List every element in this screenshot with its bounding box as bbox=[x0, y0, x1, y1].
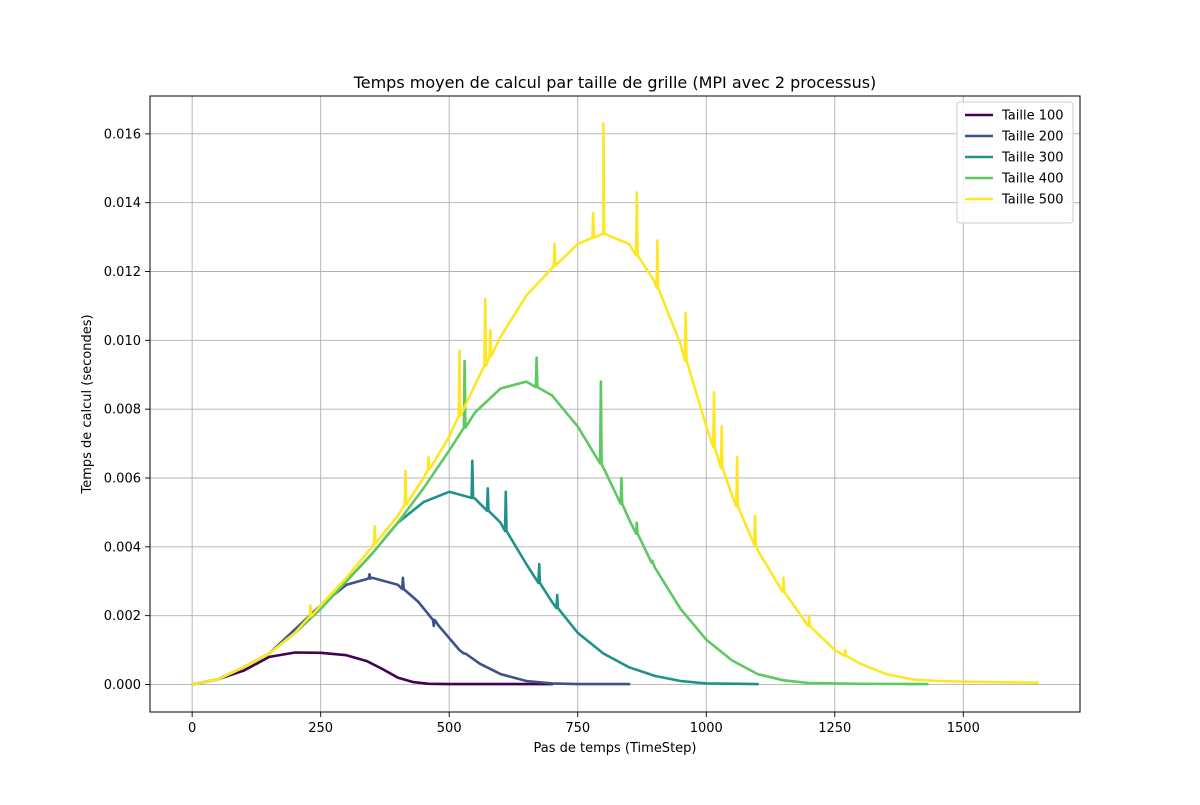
y-tick-label: 0.012 bbox=[104, 265, 141, 280]
x-axis-label: Pas de temps (TimeStep) bbox=[534, 741, 697, 756]
y-tick-label: 0.014 bbox=[104, 196, 141, 211]
x-tick-label: 1500 bbox=[947, 721, 980, 736]
x-tick-label: 500 bbox=[437, 721, 462, 736]
y-tick-label: 0.006 bbox=[104, 471, 141, 486]
y-tick-label: 0.004 bbox=[104, 540, 141, 555]
series-layer bbox=[190, 122, 1040, 686]
series-line-4 bbox=[190, 356, 929, 686]
series-line-3 bbox=[190, 459, 759, 686]
legend-label: Taille 100 bbox=[1001, 109, 1064, 124]
series-line-2 bbox=[190, 573, 631, 686]
legend-box bbox=[956, 101, 1074, 224]
x-tick-label: 1250 bbox=[818, 721, 851, 736]
y-tick-label: 0.008 bbox=[104, 403, 141, 418]
legend-label: Taille 400 bbox=[1001, 172, 1064, 187]
y-tick-label: 0.000 bbox=[104, 678, 141, 693]
legend: Taille 100 Taille 200 Taille 300 Taille 400… bbox=[956, 101, 1074, 224]
x-tick-label: 750 bbox=[565, 721, 590, 736]
series-line-5 bbox=[190, 122, 1040, 686]
ticks-layer: 0 250 500 750 1000 1250 1500 0.000 0.002 0.004 0.0… bbox=[104, 127, 980, 736]
grid-layer bbox=[150, 96, 1080, 712]
y-tick-label: 0.010 bbox=[104, 334, 141, 349]
x-tick-label: 250 bbox=[308, 721, 333, 736]
y-tick-label: 0.016 bbox=[104, 127, 141, 142]
x-tick-label: 0 bbox=[188, 721, 196, 736]
legend-label: Taille 300 bbox=[1001, 151, 1064, 166]
plot-frame bbox=[149, 95, 1081, 713]
x-tick-label: 1000 bbox=[690, 721, 723, 736]
series-line-1 bbox=[190, 651, 554, 686]
y-tick-label: 0.002 bbox=[104, 609, 141, 624]
legend-label: Taille 500 bbox=[1001, 193, 1064, 208]
y-axis-label: Temps de calcul (secondes) bbox=[80, 314, 95, 494]
chart-title: Temps moyen de calcul par taille de gril… bbox=[353, 73, 877, 92]
legend-label: Taille 200 bbox=[1001, 130, 1064, 145]
